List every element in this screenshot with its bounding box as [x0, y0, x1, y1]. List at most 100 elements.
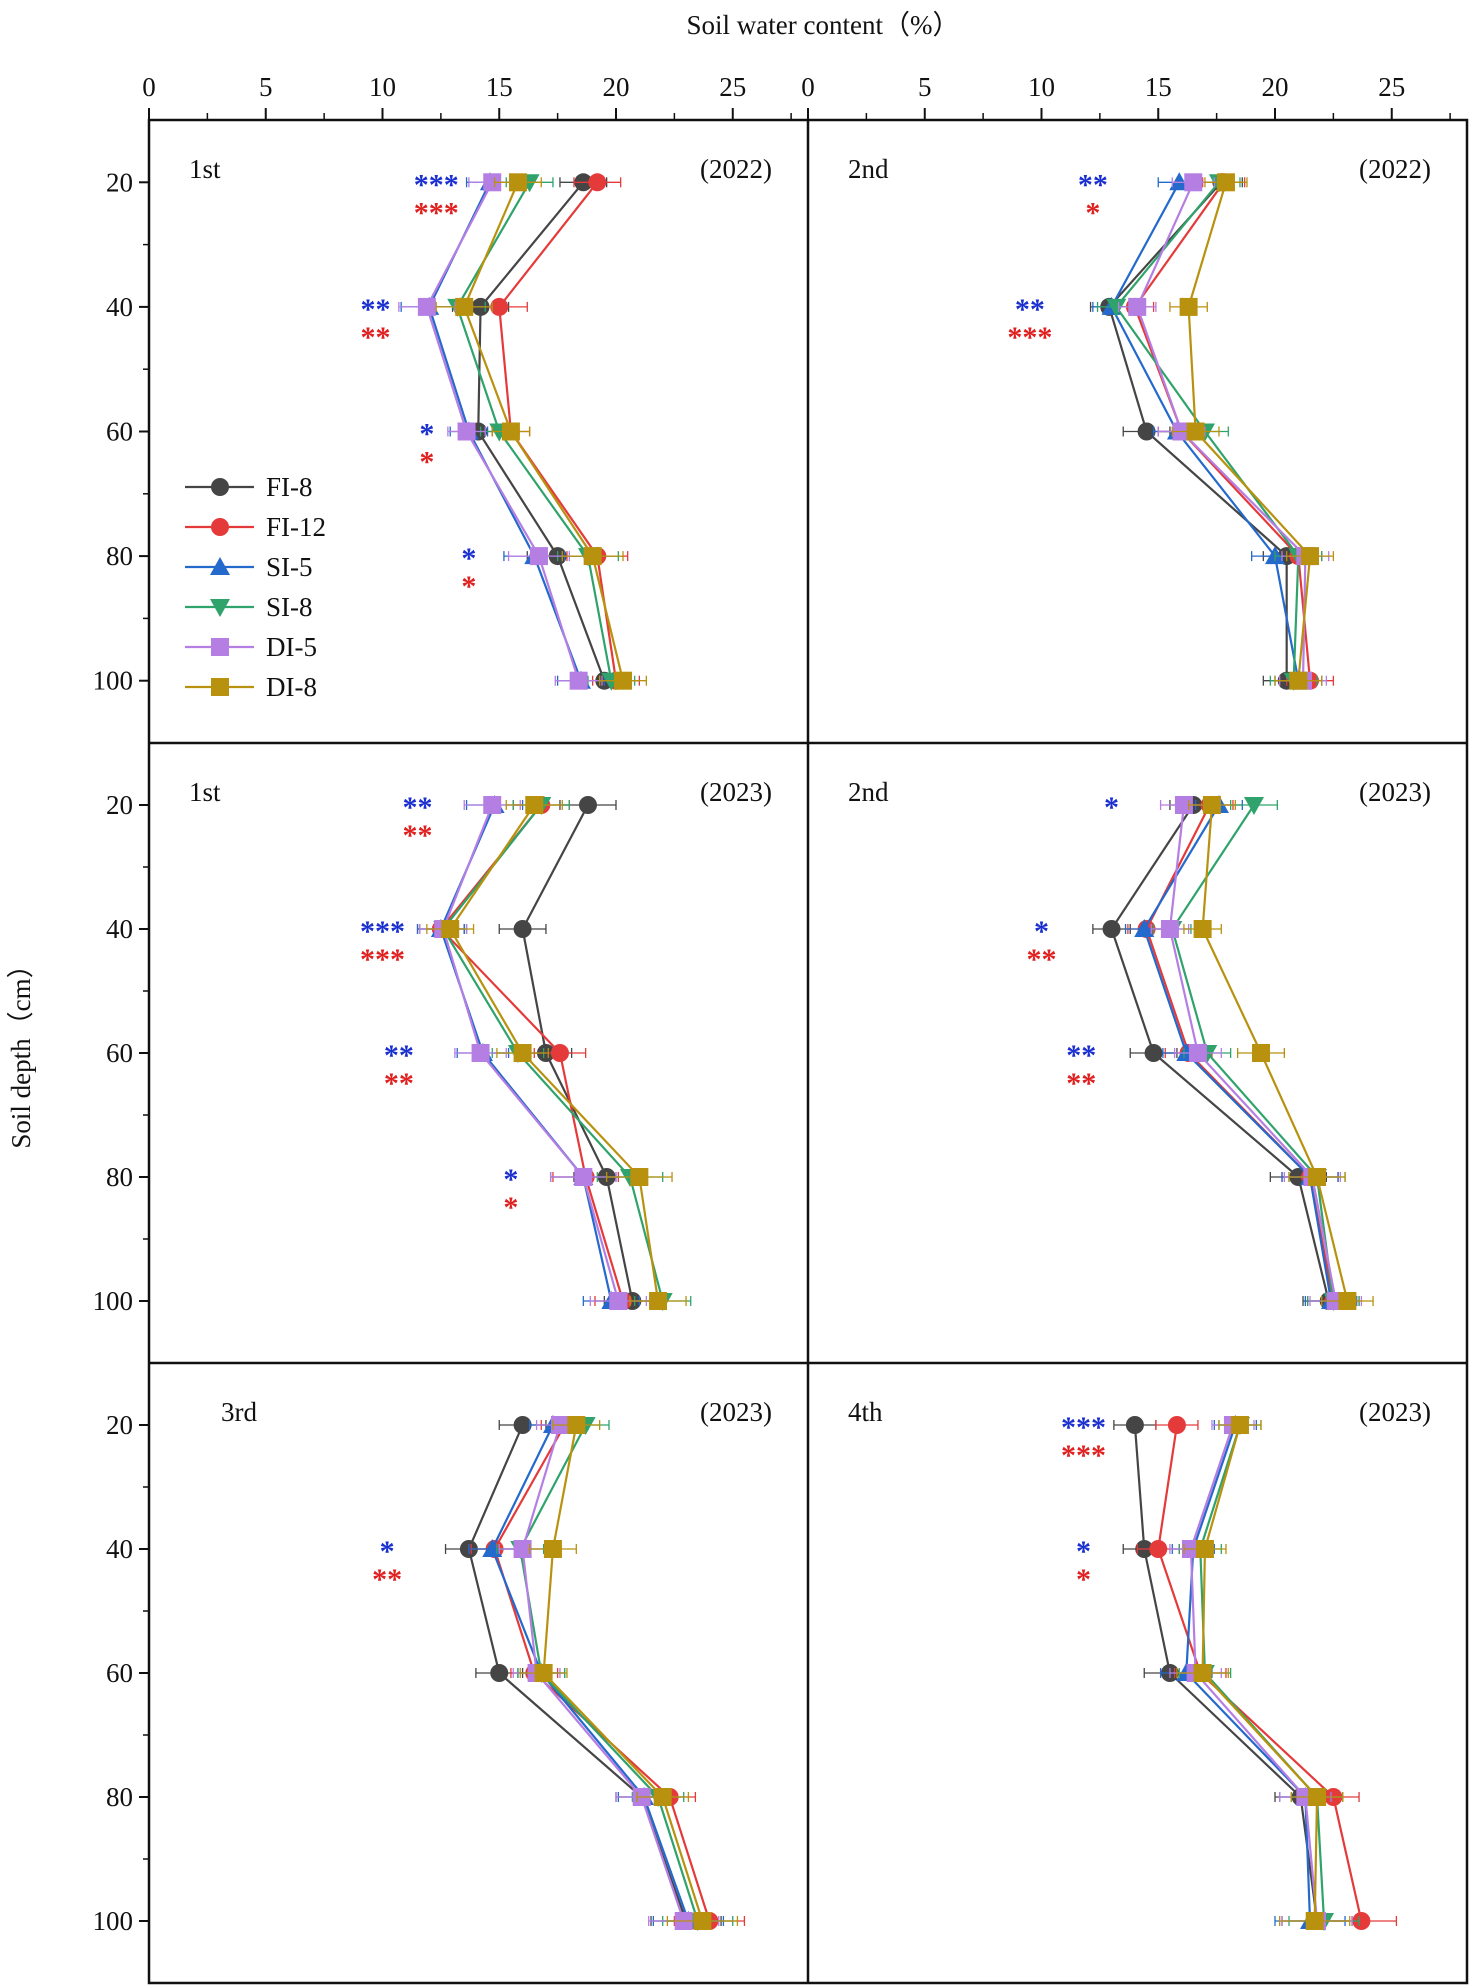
data-point-marker: [1216, 173, 1235, 192]
significance-red: *: [503, 1191, 518, 1224]
y-tick-label: 60: [106, 1038, 133, 1068]
panel-frames: [147, 118, 1469, 1985]
data-point-marker: [1160, 920, 1179, 938]
data-point-marker: [483, 173, 502, 192]
data-point-marker: [508, 173, 527, 192]
panel-5: 3rd (2023) ***: [221, 1397, 772, 1931]
data-point-marker: [210, 599, 230, 617]
data-point-marker: [574, 1168, 593, 1186]
y-tick-label: 60: [106, 417, 133, 447]
panel-label: 4th: [848, 1397, 883, 1427]
panel-label: 1st: [189, 777, 221, 807]
y-tick-label: 20: [106, 790, 133, 820]
panel-4: 2nd (2023)********: [848, 777, 1431, 1311]
panel-3: 1st (2023)****************: [189, 777, 772, 1311]
x-tick-label: 10: [369, 72, 396, 102]
significance-red: ***: [1061, 1439, 1106, 1472]
data-point-marker: [1243, 797, 1264, 815]
significance-blue: *: [1076, 1535, 1091, 1568]
data-point-marker: [1102, 920, 1121, 938]
legend-label: SI-8: [266, 592, 313, 622]
x-tick-label: 5: [918, 72, 932, 102]
x-tick-label: 20: [603, 72, 630, 102]
data-point-marker: [211, 478, 229, 496]
significance-blue: ***: [1061, 1411, 1106, 1444]
significance-red: **: [372, 1563, 402, 1596]
data-point-marker: [525, 796, 544, 814]
data-point-marker: [583, 547, 602, 566]
data-point-marker: [1352, 1912, 1371, 1930]
legend-item-si-8: SI-8: [185, 592, 313, 622]
data-point-marker: [501, 422, 520, 441]
significance-blue: **: [1066, 1039, 1096, 1072]
x-tick-label: 0: [801, 72, 815, 102]
series-di-8: [1169, 173, 1335, 690]
legend-item-fi-12: FI-12: [185, 512, 326, 542]
y-axis-title: Soil depth（cm）: [6, 951, 36, 1148]
data-point-marker: [211, 518, 229, 536]
legend-label: SI-5: [266, 552, 313, 582]
series-di-8: [519, 1416, 739, 1930]
significance-red: *: [419, 446, 434, 479]
data-point-marker: [471, 1044, 490, 1062]
y-tick-label: 100: [93, 1286, 134, 1316]
data-point-marker: [534, 1664, 553, 1682]
data-point-marker: [1137, 422, 1156, 441]
y-tick-label: 20: [106, 167, 133, 197]
y-tick-label: 40: [106, 292, 133, 322]
data-point-marker: [578, 796, 597, 814]
significance-red: *: [1085, 196, 1100, 229]
x-tick-label: 15: [1145, 72, 1172, 102]
data-point-marker: [1289, 671, 1308, 690]
y-tick-label: 40: [106, 1534, 133, 1564]
legend-label: FI-8: [266, 472, 313, 502]
panel-2: 2nd (2022)********: [848, 154, 1431, 691]
x-tick-label: 25: [719, 72, 746, 102]
significance-blue: **: [403, 791, 433, 824]
y-tick-label: 80: [106, 1162, 133, 1192]
significance-red: **: [1027, 943, 1057, 976]
y-tick-label: 100: [93, 1906, 134, 1936]
panel-label: 2nd: [848, 154, 889, 184]
y-tick-label: 20: [106, 1410, 133, 1440]
panel-year: (2023): [1359, 777, 1431, 807]
legend-item-si-5: SI-5: [185, 552, 313, 582]
data-point-marker: [1134, 919, 1155, 937]
data-point-marker: [649, 1292, 668, 1310]
data-point-marker: [653, 1788, 672, 1806]
data-point-marker: [417, 297, 436, 316]
data-point-marker: [529, 547, 548, 566]
data-point-marker: [1338, 1292, 1357, 1310]
data-point-marker: [1167, 1416, 1186, 1434]
legend-label: DI-5: [266, 632, 317, 662]
x-axis-ticks: 0 5 10 15 20 25 0 5 10 15 20 25 20 40 60 80 100 20 40 60 80 1…: [93, 72, 1451, 1936]
significance-blue: *: [1034, 915, 1049, 948]
y-tick-label: 40: [106, 914, 133, 944]
data-point-marker: [455, 297, 474, 316]
data-point-marker: [211, 638, 229, 656]
series-di-8: [1176, 1416, 1351, 1930]
data-point-marker: [1144, 1044, 1163, 1062]
data-point-marker: [1202, 796, 1221, 814]
data-point-marker: [513, 1540, 532, 1558]
data-point-marker: [693, 1912, 712, 1930]
data-point-marker: [1149, 1540, 1168, 1558]
data-point-marker: [1169, 172, 1190, 191]
significance-blue: *: [503, 1163, 518, 1196]
data-point-marker: [630, 1168, 649, 1186]
x-tick-label: 15: [486, 72, 513, 102]
significance-blue: **: [384, 1039, 414, 1072]
legend-item-di-8: DI-8: [185, 672, 317, 702]
significance-blue: **: [1078, 168, 1108, 201]
significance-blue: *: [419, 418, 434, 451]
data-point-marker: [1305, 1912, 1324, 1930]
x-tick-label: 10: [1028, 72, 1055, 102]
x-axis-title: Soil water content（%）: [687, 10, 960, 40]
data-point-marker: [1251, 1044, 1270, 1062]
data-point-marker: [441, 920, 460, 938]
panel-label: 3rd: [221, 1397, 257, 1427]
data-point-marker: [1188, 1044, 1207, 1062]
data-point-marker: [483, 796, 502, 814]
series-di-8: [426, 796, 687, 1310]
significance-red: ***: [1007, 321, 1052, 354]
